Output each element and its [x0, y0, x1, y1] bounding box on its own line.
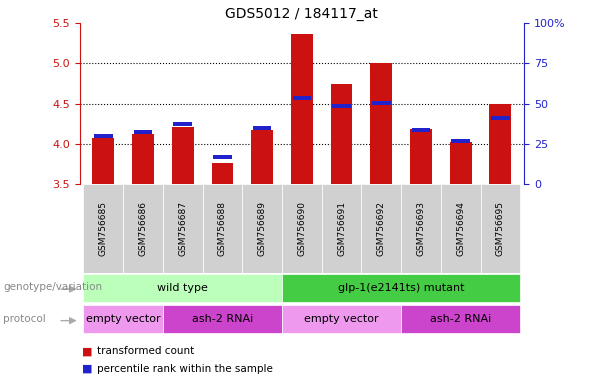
Title: GDS5012 / 184117_at: GDS5012 / 184117_at [226, 7, 378, 21]
Text: GSM756690: GSM756690 [297, 201, 306, 256]
Bar [92, 137, 114, 184]
Text: GSM756695: GSM756695 [496, 201, 505, 256]
Bar [451, 139, 470, 143]
Bar [84, 184, 123, 273]
Bar [134, 130, 153, 134]
Bar [410, 129, 432, 184]
Bar [242, 184, 282, 273]
Text: ash-2 RNAi: ash-2 RNAi [430, 314, 491, 324]
Text: GSM756685: GSM756685 [99, 201, 108, 256]
Bar [450, 142, 472, 184]
Text: ■: ■ [82, 346, 93, 356]
Bar [84, 305, 163, 333]
Text: GSM756688: GSM756688 [218, 201, 227, 256]
Text: GSM756694: GSM756694 [456, 201, 465, 256]
Bar [401, 305, 520, 333]
Bar [213, 155, 231, 159]
Bar [163, 305, 282, 333]
Text: GSM756689: GSM756689 [257, 201, 267, 256]
Text: GSM756691: GSM756691 [337, 201, 346, 256]
Bar [441, 184, 481, 273]
Bar [322, 184, 362, 273]
Bar [282, 274, 520, 302]
Bar [174, 122, 192, 126]
Bar [163, 184, 203, 273]
Bar [330, 84, 352, 184]
Text: GSM756692: GSM756692 [377, 201, 386, 256]
Text: empty vector: empty vector [305, 314, 379, 324]
Bar [481, 184, 520, 273]
Text: ash-2 RNAi: ash-2 RNAi [192, 314, 253, 324]
Bar [362, 184, 401, 273]
Bar [252, 130, 273, 184]
Bar [172, 127, 194, 184]
Bar [253, 126, 272, 130]
Bar [491, 116, 509, 121]
Bar [203, 184, 242, 273]
Text: glp-1(e2141ts) mutant: glp-1(e2141ts) mutant [338, 283, 464, 293]
Bar [293, 96, 311, 100]
Text: percentile rank within the sample: percentile rank within the sample [97, 364, 273, 374]
Bar [401, 184, 441, 273]
Bar [211, 163, 233, 184]
Bar [370, 63, 392, 184]
Text: GSM756687: GSM756687 [178, 201, 187, 256]
Text: protocol: protocol [3, 314, 46, 324]
Bar [94, 134, 112, 138]
Bar [412, 127, 430, 132]
Text: empty vector: empty vector [86, 314, 161, 324]
Bar [282, 184, 322, 273]
Bar [282, 305, 401, 333]
Bar [84, 274, 282, 302]
Text: genotype/variation: genotype/variation [3, 282, 102, 292]
Text: transformed count: transformed count [97, 346, 194, 356]
Bar [489, 104, 511, 184]
Text: GSM756693: GSM756693 [416, 201, 425, 256]
Bar [291, 33, 313, 184]
Bar [372, 101, 391, 105]
Text: wild type: wild type [157, 283, 208, 293]
Text: GSM756686: GSM756686 [138, 201, 147, 256]
Bar [332, 104, 351, 108]
Text: ■: ■ [82, 364, 93, 374]
Bar [132, 134, 154, 184]
Bar [123, 184, 163, 273]
